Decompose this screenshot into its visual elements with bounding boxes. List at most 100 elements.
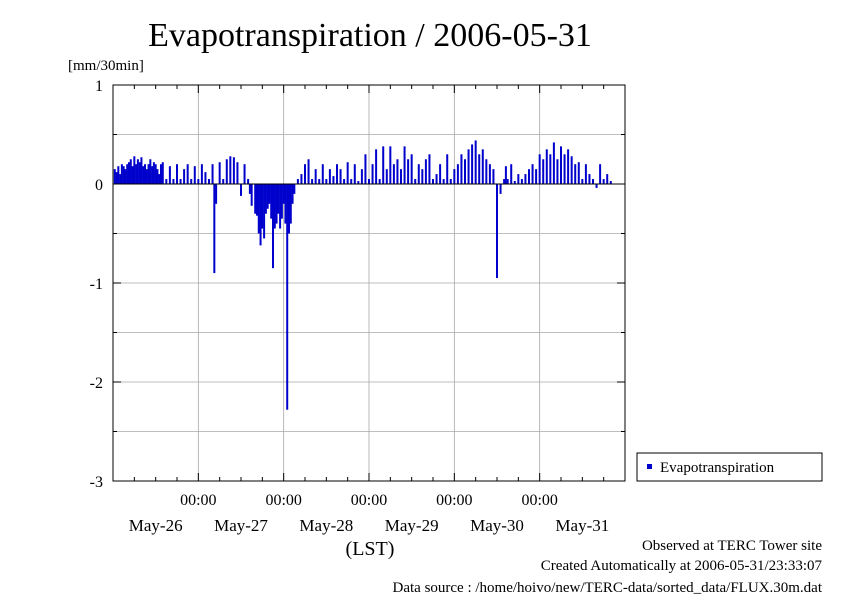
data-bar [435,174,438,184]
y-tick-label: -3 [90,474,103,491]
data-bar [595,184,598,188]
data-bar [138,162,141,184]
data-bar [414,179,417,184]
data-bar [215,184,218,204]
data-bar [471,144,474,184]
data-bar [140,157,143,184]
data-bar [528,169,530,184]
y-tick-labels: 1 0 -1 -2 -3 [90,78,103,491]
data-bar [256,184,258,216]
data-bar [120,164,123,184]
data-bar [496,184,498,279]
data-bar [282,184,285,204]
data-bar [556,159,559,184]
legend-label: Evapotranspiration [660,460,775,476]
legend-box [636,452,823,482]
data-bar [357,181,360,184]
data-bar [154,164,157,184]
data-bar [144,164,146,184]
data-bar [602,179,605,184]
data-bar [128,162,130,184]
legend: Evapotranspiration [636,452,823,482]
data-bar [453,169,456,184]
data-bars [113,140,625,410]
data-bar [122,166,125,184]
grid-lines [113,85,625,481]
data-bar [266,184,269,209]
x-day-label: May-27 [214,516,268,535]
data-bar [145,169,148,184]
data-bar [296,179,299,184]
x-axis-label: (LST) [346,538,395,560]
data-bar [311,179,314,184]
data-bar [149,159,152,184]
data-bar [211,164,214,184]
data-bar [560,146,562,184]
data-bar [279,184,282,229]
data-bar [172,179,175,184]
data-bar [314,169,317,184]
data-bar [135,164,138,184]
data-bar [115,172,118,184]
data-bar [545,149,548,184]
data-bar [158,174,161,184]
data-bar [236,162,239,184]
data-bar [510,164,513,184]
data-bar [156,169,159,184]
data-bar [417,164,420,184]
data-bar [307,159,310,184]
data-bar [129,159,132,184]
data-bar [222,179,225,184]
data-bar [428,154,431,184]
data-bar [439,164,442,184]
x-time-label: 00:00 [351,492,387,509]
data-bar [410,154,413,184]
data-bar [259,184,262,246]
y-tick-label: 0 [95,177,103,194]
data-bar [567,149,570,184]
data-bar [424,159,427,184]
data-bar [257,184,260,234]
data-bar [389,146,392,184]
x-time-label: 00:00 [180,492,216,509]
data-bar [151,166,154,184]
data-bar [488,164,491,184]
data-bar [403,146,406,184]
data-bar [131,166,134,184]
data-bar [186,164,189,184]
x-time-label: 00:00 [436,492,472,509]
data-bar [385,169,388,184]
data-bar [442,179,445,184]
data-bar [213,184,216,274]
data-bar [563,154,566,184]
data-bar [364,154,367,184]
data-bar [446,154,449,184]
footer-site: Observed at TERC Tower site [642,538,822,554]
data-bar [407,159,410,184]
data-bar [504,166,507,184]
data-bar [243,164,246,184]
data-bar [264,184,267,214]
x-day-label: May-31 [555,516,609,535]
data-bar [343,179,346,184]
data-bar [467,149,470,184]
data-bar [368,179,370,184]
data-bar [584,164,587,184]
data-bar [517,174,520,184]
data-bar [474,140,477,184]
data-bar [449,179,452,184]
data-bar [288,184,290,234]
data-bar [248,184,251,194]
data-bar [456,164,459,184]
data-bar [549,154,552,184]
x-day-label: May-29 [385,516,439,535]
data-bar [520,179,523,184]
data-bar [531,164,534,184]
data-bar [247,179,250,184]
data-bar [250,184,253,206]
data-bar [350,179,353,184]
data-bar [588,174,591,184]
data-bar [152,162,155,184]
x-time-label: 00:00 [521,492,557,509]
chart-title: Evapotranspiration / 2006-05-31 [148,17,592,54]
